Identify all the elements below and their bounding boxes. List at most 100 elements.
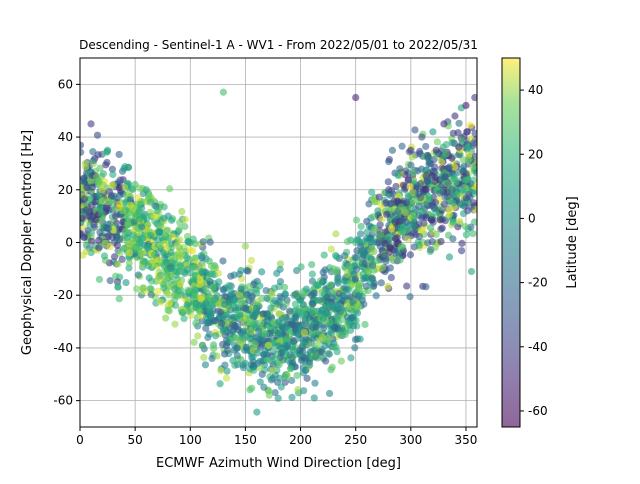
- data-point: [171, 320, 179, 328]
- data-point: [81, 159, 90, 168]
- x-tick-label: 350: [455, 433, 478, 447]
- data-point: [191, 254, 199, 262]
- data-point: [380, 252, 388, 260]
- data-point: [227, 272, 235, 280]
- data-point: [469, 139, 477, 147]
- data-point: [260, 383, 268, 391]
- data-point: [428, 237, 436, 246]
- data-point: [366, 278, 374, 286]
- data-point: [326, 281, 334, 289]
- data-point: [159, 249, 167, 257]
- data-point: [80, 148, 85, 156]
- data-point: [184, 286, 192, 294]
- data-point: [285, 307, 294, 315]
- data-point: [374, 207, 382, 215]
- data-point: [122, 278, 130, 287]
- data-point: [282, 300, 290, 308]
- data-point: [261, 347, 269, 356]
- data-point: [130, 218, 138, 227]
- data-point: [440, 120, 448, 128]
- data-point: [145, 274, 153, 282]
- data-point: [154, 287, 162, 295]
- data-point: [124, 221, 132, 229]
- data-point: [80, 141, 85, 149]
- data-point: [442, 179, 451, 188]
- data-point: [129, 231, 137, 239]
- data-point: [467, 223, 475, 231]
- data-point: [253, 349, 262, 357]
- data-point: [244, 267, 252, 275]
- data-point: [407, 161, 415, 169]
- data-point: [205, 257, 213, 265]
- data-point: [449, 235, 457, 243]
- data-point: [108, 165, 117, 173]
- data-point: [366, 253, 374, 261]
- data-point: [416, 179, 425, 188]
- colorbar-ticks: -60 -40 -20 0 20 40: [520, 83, 548, 418]
- data-point: [198, 341, 206, 350]
- data-point: [416, 194, 425, 202]
- data-point: [183, 301, 191, 309]
- data-point: [326, 318, 334, 326]
- data-point: [351, 335, 360, 344]
- data-point: [132, 224, 140, 232]
- data-point: [306, 361, 314, 369]
- data-point: [288, 320, 296, 328]
- data-point: [308, 300, 317, 308]
- x-tick-label: 100: [179, 433, 202, 447]
- data-point: [363, 217, 371, 226]
- data-point: [466, 121, 474, 129]
- data-point: [95, 244, 103, 252]
- data-point: [221, 300, 229, 309]
- data-point: [394, 171, 402, 179]
- data-point: [155, 228, 163, 236]
- data-point: [410, 215, 418, 223]
- data-point: [464, 156, 472, 164]
- data-point: [404, 191, 412, 199]
- data-point: [328, 289, 336, 297]
- y-axis-label: Geophysical Doppler Centroid [Hz]: [20, 130, 35, 355]
- data-point: [337, 357, 345, 365]
- data-point: [308, 309, 316, 318]
- data-point: [135, 207, 143, 215]
- data-point: [116, 250, 124, 258]
- data-point: [318, 333, 327, 341]
- data-point: [348, 313, 356, 322]
- data-point: [384, 233, 392, 241]
- data-point: [208, 270, 216, 278]
- data-point: [147, 291, 155, 299]
- data-point: [139, 257, 147, 265]
- data-point: [280, 283, 289, 291]
- data-point: [458, 136, 466, 144]
- data-point: [455, 119, 463, 127]
- data-point: [103, 146, 112, 154]
- data-point: [183, 266, 191, 274]
- data-point: [233, 344, 241, 352]
- data-point: [458, 239, 466, 247]
- data-point: [313, 341, 322, 349]
- data-point: [178, 308, 186, 317]
- data-point: [268, 357, 276, 365]
- data-point: [190, 264, 198, 272]
- data-point: [471, 93, 477, 102]
- data-point: [252, 304, 261, 312]
- data-point: [87, 178, 95, 186]
- x-tick-label: 0: [76, 433, 84, 447]
- data-point: [135, 239, 143, 248]
- data-point: [80, 233, 88, 242]
- data-point: [333, 303, 341, 311]
- data-point: [221, 350, 229, 358]
- data-point: [92, 173, 101, 181]
- data-point: [437, 237, 445, 246]
- data-point: [282, 323, 290, 331]
- data-point: [173, 268, 181, 276]
- data-point: [363, 228, 371, 236]
- data-point: [402, 199, 411, 207]
- data-point: [227, 288, 235, 296]
- data-point: [286, 351, 294, 359]
- data-point: [415, 232, 423, 241]
- data-point: [258, 370, 266, 378]
- data-point: [401, 209, 409, 217]
- data-point: [253, 408, 261, 416]
